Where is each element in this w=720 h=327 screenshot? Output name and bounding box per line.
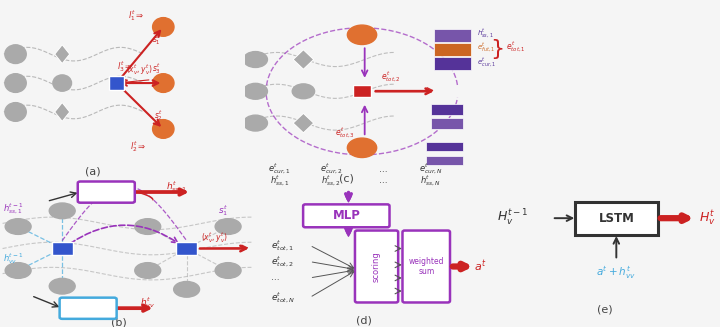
Text: $(x_v^t,y_v^t)$: $(x_v^t,y_v^t)$ [127,62,153,77]
Text: $e_{tot,1}^t$: $e_{tot,1}^t$ [271,238,294,252]
Text: $h_{ss,1}^t$: $h_{ss,1}^t$ [269,173,289,188]
FancyBboxPatch shape [431,118,463,129]
Text: $a^t$: $a^t$ [474,259,486,274]
FancyBboxPatch shape [176,242,197,255]
Circle shape [135,219,161,234]
Circle shape [5,263,31,278]
Text: weighted
sum: weighted sum [408,257,444,276]
Text: $e_{tot,2}^t$: $e_{tot,2}^t$ [381,69,400,84]
Text: MLP: MLP [333,209,360,222]
Text: $e_{cur,2}^t$: $e_{cur,2}^t$ [320,162,343,176]
Text: (c): (c) [338,173,354,183]
Polygon shape [55,45,70,63]
Text: (d): (d) [356,316,372,326]
Polygon shape [293,113,314,133]
FancyBboxPatch shape [434,43,472,56]
Text: LSTM: LSTM [73,303,103,313]
Text: $h_{ss,N}^t$: $h_{ss,N}^t$ [420,173,441,188]
Text: $h_{ss,1}^{t-1}$: $h_{ss,1}^{t-1}$ [3,201,23,215]
FancyBboxPatch shape [60,298,117,319]
Text: $a^t+h_{vv}^t$: $a^t+h_{vv}^t$ [596,264,636,281]
Text: LSTM: LSTM [91,187,121,197]
Circle shape [243,52,267,67]
Text: $s_1^t$: $s_1^t$ [152,32,161,47]
Circle shape [153,120,174,138]
Text: $(x_v^t,y_v^t)$: $(x_v^t,y_v^t)$ [201,230,228,245]
Text: (a): (a) [86,167,101,177]
FancyBboxPatch shape [52,242,73,255]
Text: $e_{cur,1}^t$: $e_{cur,1}^t$ [268,162,291,176]
Text: LSTM: LSTM [598,212,634,225]
Text: $H_v^t$: $H_v^t$ [699,209,716,228]
Text: $s_2^t$: $s_2^t$ [153,108,163,123]
Polygon shape [293,50,314,69]
FancyBboxPatch shape [355,231,398,302]
Circle shape [243,115,267,131]
Text: $H_v^{t-1}$: $H_v^{t-1}$ [497,208,528,228]
Text: (b): (b) [112,318,127,327]
FancyBboxPatch shape [303,204,390,227]
FancyBboxPatch shape [575,202,658,235]
Circle shape [153,18,174,36]
Text: $e_{tot,2}^t$: $e_{tot,2}^t$ [271,254,294,269]
Text: ...: ... [271,273,279,283]
Text: $s_1^t$: $s_1^t$ [217,204,228,218]
Text: $e_{tot,N}^t$: $e_{tot,N}^t$ [271,290,295,305]
Circle shape [243,83,267,99]
Text: $e_{cur,N}^t$: $e_{cur,N}^t$ [419,162,442,176]
FancyBboxPatch shape [402,231,450,302]
FancyBboxPatch shape [434,29,472,42]
Text: ...: ... [379,176,387,185]
Text: $h_{ss,1}^t$: $h_{ss,1}^t$ [477,26,493,40]
Text: $e_{tot,1}^t$: $e_{tot,1}^t$ [506,39,526,54]
Text: scoring: scoring [372,251,381,282]
Text: $h_{ss,2}^t$: $h_{ss,2}^t$ [321,173,341,188]
Circle shape [49,203,75,219]
Circle shape [347,138,377,158]
FancyBboxPatch shape [109,76,125,90]
Text: $h_{vv}^{t-1}$: $h_{vv}^{t-1}$ [3,251,23,266]
Circle shape [5,45,26,63]
Circle shape [215,219,241,234]
Circle shape [49,278,75,294]
Circle shape [5,103,26,121]
Circle shape [53,75,71,91]
Circle shape [135,263,161,278]
Polygon shape [55,103,70,121]
FancyBboxPatch shape [426,156,463,165]
Circle shape [5,74,26,93]
Text: $l_1^t\Rightarrow$: $l_1^t\Rightarrow$ [128,8,145,23]
Text: $l_2^t\Rightarrow$: $l_2^t\Rightarrow$ [130,139,147,154]
FancyBboxPatch shape [426,142,463,151]
Text: }: } [490,39,504,59]
Circle shape [215,263,241,278]
FancyBboxPatch shape [431,104,463,114]
Text: $e_{fut,1}^t$: $e_{fut,1}^t$ [477,41,495,54]
Circle shape [347,25,377,44]
Text: $e_{tot,3}^t$: $e_{tot,3}^t$ [336,126,355,140]
Circle shape [5,219,31,234]
Text: (e): (e) [597,305,613,315]
Circle shape [174,282,199,297]
Text: $h_{vv}^t$: $h_{vv}^t$ [140,295,156,310]
FancyBboxPatch shape [353,85,372,97]
Circle shape [292,84,315,99]
Text: $l_3^t\Rightarrow$: $l_3^t\Rightarrow$ [117,59,133,74]
Text: $e_{cur,1}^t$: $e_{cur,1}^t$ [477,55,496,68]
Circle shape [153,74,174,93]
Text: $s_3^t$: $s_3^t$ [152,61,161,76]
Text: $h_{ss,1}^t$: $h_{ss,1}^t$ [166,179,187,194]
Text: ...: ... [379,165,387,174]
FancyBboxPatch shape [434,57,472,70]
FancyBboxPatch shape [78,181,135,203]
